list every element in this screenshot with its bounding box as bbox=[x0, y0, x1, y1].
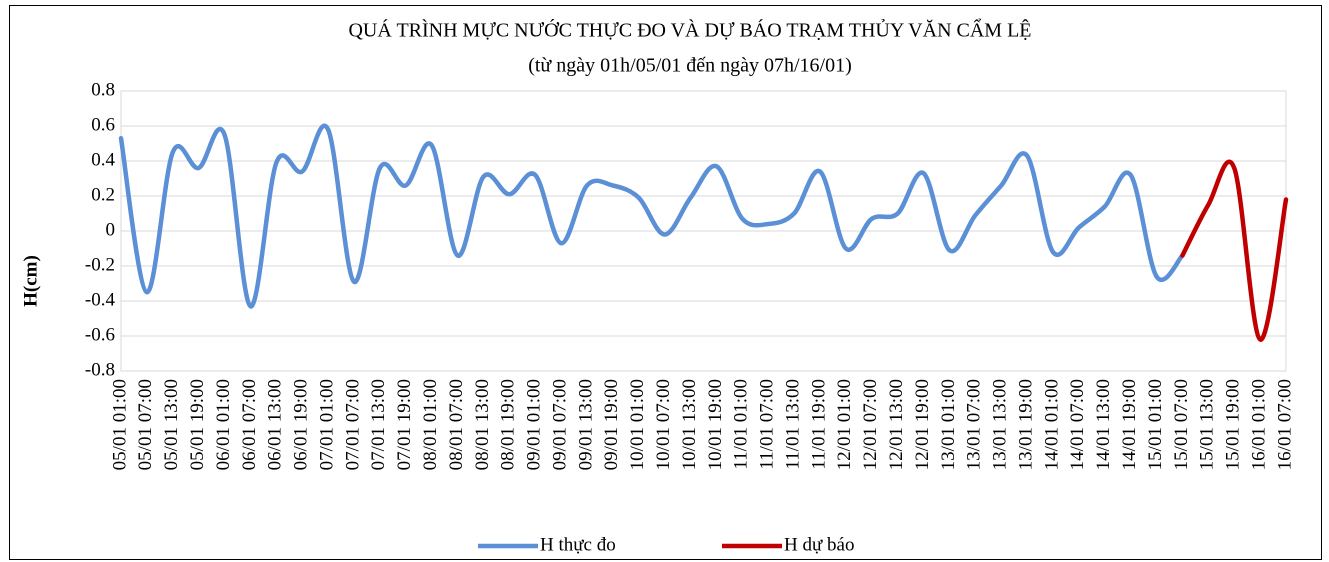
chart-border bbox=[9, 5, 1322, 560]
x-tick-label: 15/01 01:00 bbox=[1145, 379, 1166, 470]
y-tick-label: -0.2 bbox=[85, 254, 115, 275]
x-tick-label: 12/01 07:00 bbox=[860, 379, 881, 470]
y-tick-label: 0.2 bbox=[91, 184, 115, 205]
x-tick-label: 06/01 07:00 bbox=[239, 379, 260, 470]
x-tick-label: 13/01 07:00 bbox=[964, 379, 985, 470]
x-tick-label: 13/01 13:00 bbox=[990, 379, 1011, 470]
series-line bbox=[1180, 159, 1289, 342]
x-tick-label: 12/01 19:00 bbox=[912, 379, 933, 470]
x-tick-label: 05/01 19:00 bbox=[187, 379, 208, 470]
y-tick-label: -0.8 bbox=[85, 359, 115, 380]
y-tick-label: 0.6 bbox=[91, 114, 115, 135]
chart-title: QUÁ TRÌNH MỰC NƯỚC THỰC ĐO VÀ DỰ BÁO TRẠ… bbox=[348, 18, 1031, 42]
chart-subtitle: (từ ngày 01h/05/01 đến ngày 07h/16/01) bbox=[528, 55, 852, 77]
x-tick-label: 09/01 13:00 bbox=[575, 379, 596, 470]
x-tick-label: 05/01 07:00 bbox=[135, 379, 156, 470]
legend-label: H thực đo bbox=[540, 534, 616, 555]
x-tick-label: 11/01 13:00 bbox=[782, 379, 803, 470]
x-tick-label: 12/01 01:00 bbox=[834, 379, 855, 470]
x-tick-label: 10/01 01:00 bbox=[627, 379, 648, 470]
y-axis-label: H(cm) bbox=[20, 255, 41, 307]
y-tick-label: -0.6 bbox=[85, 324, 115, 345]
x-tick-label: 09/01 01:00 bbox=[524, 379, 545, 470]
x-tick-label: 06/01 13:00 bbox=[265, 379, 286, 470]
x-tick-label: 09/01 07:00 bbox=[549, 379, 570, 470]
legend-label: H dự báo bbox=[784, 534, 854, 555]
x-tick-label: 10/01 07:00 bbox=[653, 379, 674, 470]
x-tick-label: 08/01 07:00 bbox=[446, 379, 467, 470]
x-tick-label: 05/01 01:00 bbox=[109, 379, 130, 470]
x-tick-label: 16/01 07:00 bbox=[1274, 379, 1295, 470]
y-tick-label: 0.4 bbox=[91, 149, 115, 170]
x-tick-label: 13/01 01:00 bbox=[938, 379, 959, 470]
x-tick-label: 14/01 19:00 bbox=[1119, 379, 1140, 470]
x-tick-label: 13/01 19:00 bbox=[1015, 379, 1036, 470]
x-tick-label: 08/01 19:00 bbox=[498, 379, 519, 470]
x-tick-label: 05/01 13:00 bbox=[161, 379, 182, 470]
x-tick-label: 07/01 07:00 bbox=[342, 379, 363, 470]
x-tick-label: 08/01 13:00 bbox=[472, 379, 493, 470]
y-tick-label: -0.4 bbox=[85, 289, 116, 310]
x-tick-label: 06/01 01:00 bbox=[213, 379, 234, 470]
x-tick-label: 14/01 07:00 bbox=[1067, 379, 1088, 470]
x-tick-label: 08/01 01:00 bbox=[420, 379, 441, 470]
x-tick-label: 11/01 01:00 bbox=[731, 379, 752, 470]
x-tick-label: 15/01 13:00 bbox=[1197, 379, 1218, 470]
x-tick-label: 10/01 13:00 bbox=[679, 379, 700, 470]
x-tick-label: 14/01 13:00 bbox=[1093, 379, 1114, 470]
y-tick-label: 0.8 bbox=[91, 79, 115, 100]
x-tick-label: 06/01 19:00 bbox=[291, 379, 312, 470]
x-tick-label: 11/01 07:00 bbox=[757, 379, 778, 470]
series-line bbox=[118, 123, 1185, 309]
x-tick-label: 11/01 19:00 bbox=[808, 379, 829, 470]
plot-border bbox=[120, 90, 1287, 372]
x-tick-label: 09/01 19:00 bbox=[601, 379, 622, 470]
x-tick-label: 14/01 01:00 bbox=[1041, 379, 1062, 470]
x-tick-label: 07/01 01:00 bbox=[316, 379, 337, 470]
y-tick-label: 0 bbox=[106, 219, 116, 240]
x-tick-label: 10/01 19:00 bbox=[705, 379, 726, 470]
x-tick-label: 12/01 13:00 bbox=[886, 379, 907, 470]
x-tick-label: 16/01 01:00 bbox=[1248, 379, 1269, 470]
x-tick-label: 15/01 19:00 bbox=[1223, 379, 1244, 470]
x-tick-label: 15/01 07:00 bbox=[1171, 379, 1192, 470]
x-tick-label: 07/01 19:00 bbox=[394, 379, 415, 470]
x-tick-label: 07/01 13:00 bbox=[368, 379, 389, 470]
